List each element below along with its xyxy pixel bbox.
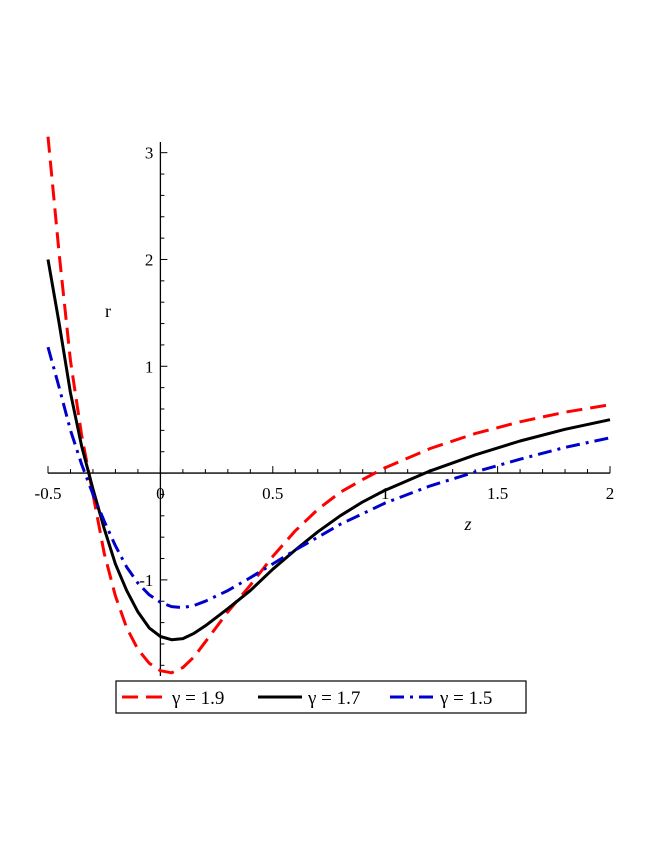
- x-tick-label: 0: [156, 484, 165, 503]
- series-line-2: [46, 259, 611, 642]
- y-tick-label: -1: [139, 571, 153, 590]
- tick-labels: -0.5 0 0.5 1 1.5 2 -1 1 2 3: [35, 144, 615, 590]
- y-tick-label: 3: [145, 144, 154, 163]
- series-line-1: [46, 136, 611, 675]
- x-axis-label: z: [463, 514, 471, 534]
- y-tick-label: 2: [145, 250, 154, 269]
- y-tick-label: 1: [145, 357, 154, 376]
- legend: γ = 1.9 γ = 1.7 γ = 1.5: [115, 680, 527, 714]
- x-tick-label: 1.5: [487, 484, 508, 503]
- x-tick-label: 2: [606, 484, 615, 503]
- legend-box: [115, 680, 527, 714]
- axes: [48, 142, 610, 676]
- x-tick-label: 1: [381, 484, 390, 503]
- y-axis-label: r: [105, 301, 111, 321]
- tick-marks: [47, 152, 611, 666]
- legend-label-2: γ = 1.7: [307, 688, 360, 709]
- legend-label-3: γ = 1.5: [439, 688, 492, 709]
- x-tick-label: -0.5: [35, 484, 62, 503]
- series-layer: [46, 136, 611, 675]
- series-line-3: [46, 346, 611, 610]
- x-tick-label: 0.5: [262, 484, 283, 503]
- legend-label-1: γ = 1.9: [171, 688, 224, 709]
